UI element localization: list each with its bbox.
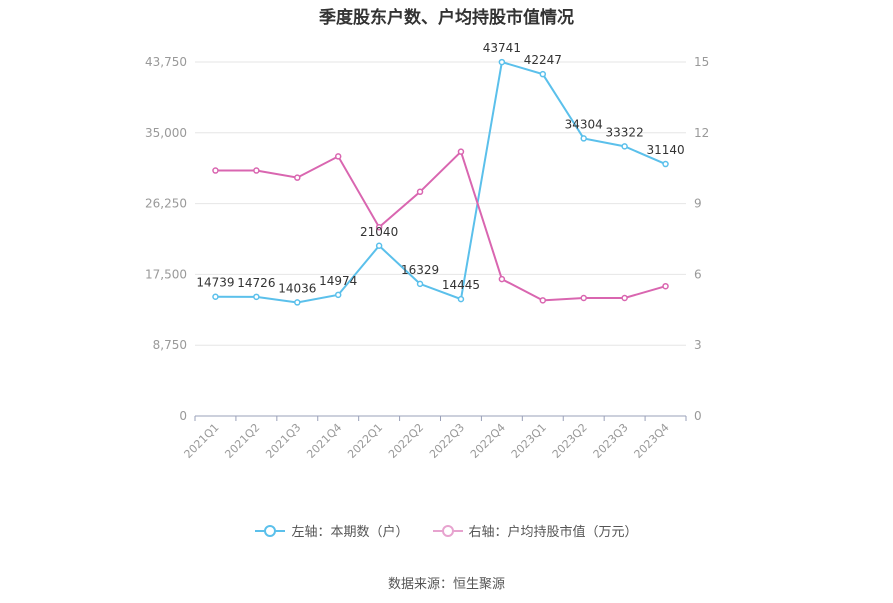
x-tick-label: 2023Q1 [509, 421, 549, 461]
data-label: 14036 [278, 281, 316, 295]
legend-label-right: 右轴：户均持股市值（万元） [468, 525, 638, 540]
left-tick-label: 43,750 [145, 55, 187, 69]
data-source: 数据来源：恒生聚源 [387, 577, 505, 592]
data-point [580, 135, 587, 142]
left-tick-label: 8,750 [153, 338, 187, 352]
left-axis-ticks: 0 8,750 17,500 26,250 35,000 43,750 [145, 55, 187, 423]
data-label: 42247 [524, 53, 562, 67]
left-tick-label: 26,250 [145, 197, 187, 211]
data-label: 14974 [319, 274, 357, 288]
data-point [294, 174, 301, 181]
grid-layer [195, 61, 686, 346]
data-point [621, 143, 628, 150]
right-tick-label: 6 [694, 267, 702, 281]
left-tick-label: 35,000 [145, 126, 187, 140]
data-point [253, 293, 260, 301]
series-line-holders [215, 60, 666, 304]
data-label: 16329 [401, 263, 439, 277]
data-point [212, 293, 219, 300]
data-label: 14445 [442, 278, 480, 292]
x-tick-label: 2022Q1 [345, 421, 385, 461]
data-label: 43741 [483, 41, 521, 55]
data-point [334, 291, 342, 299]
right-tick-label: 3 [694, 338, 702, 352]
legend: 左轴：本期数（户） 右轴：户均持股市值（万元） [0, 521, 893, 540]
legend-item-left[interactable]: 左轴：本期数（户） [255, 521, 409, 540]
x-tick-label: 2023Q4 [632, 421, 672, 461]
x-tick-label: 2022Q4 [468, 421, 508, 461]
left-tick-label: 17,500 [145, 267, 187, 281]
data-label: 33322 [606, 125, 644, 139]
data-point [334, 153, 342, 160]
data-label: 14739 [196, 276, 234, 290]
data-point [375, 223, 383, 231]
data-point [539, 297, 547, 304]
right-axis-ticks: 0 3 6 9 12 15 [694, 55, 709, 423]
x-tick-label: 2023Q3 [591, 421, 631, 461]
data-point [212, 167, 219, 174]
x-tick-label: 2021Q3 [263, 421, 303, 461]
data-point [416, 188, 424, 196]
series-layer [212, 58, 669, 306]
data-point [375, 242, 383, 250]
x-tick-label: 2021Q4 [304, 421, 344, 461]
data-point [457, 148, 465, 155]
chart-title: 季度股东户数、户均持股市值情况 [319, 8, 574, 28]
data-point [621, 294, 628, 302]
x-tick-label: 2022Q3 [427, 421, 467, 461]
x-tick-label: 2022Q2 [386, 421, 426, 461]
data-point [253, 167, 260, 174]
data-label: 31140 [646, 143, 684, 157]
x-tick-label: 2021Q1 [182, 421, 222, 461]
series-line-market-value [215, 149, 666, 302]
data-point [662, 160, 669, 168]
data-point [294, 299, 301, 306]
data-point [662, 282, 669, 290]
right-tick-label: 9 [694, 197, 702, 211]
data-point [416, 280, 424, 288]
legend-line-circle-icon [255, 524, 286, 537]
data-label: 14726 [237, 276, 275, 290]
left-tick-label: 0 [179, 409, 187, 423]
data-point [539, 70, 547, 78]
right-tick-label: 12 [694, 126, 709, 140]
legend-item-right[interactable]: 右轴：户均持股市值（万元） [432, 521, 638, 540]
data-point [580, 294, 587, 302]
x-axis: 2021Q1 2021Q2 2021Q3 2021Q4 2022Q1 2022Q2 2022… [182, 415, 687, 461]
right-tick-label: 0 [694, 409, 702, 423]
legend-label-left: 左轴：本期数（户） [291, 525, 409, 540]
right-tick-label: 15 [694, 55, 709, 69]
data-point [498, 58, 506, 66]
legend-line-circle-icon [432, 524, 463, 537]
data-point [457, 295, 465, 303]
data-label: 34304 [565, 117, 603, 131]
x-tick-label: 2021Q2 [222, 421, 262, 461]
data-label: 21040 [360, 225, 398, 239]
x-tick-label: 2023Q2 [550, 421, 590, 461]
data-point [498, 275, 506, 283]
